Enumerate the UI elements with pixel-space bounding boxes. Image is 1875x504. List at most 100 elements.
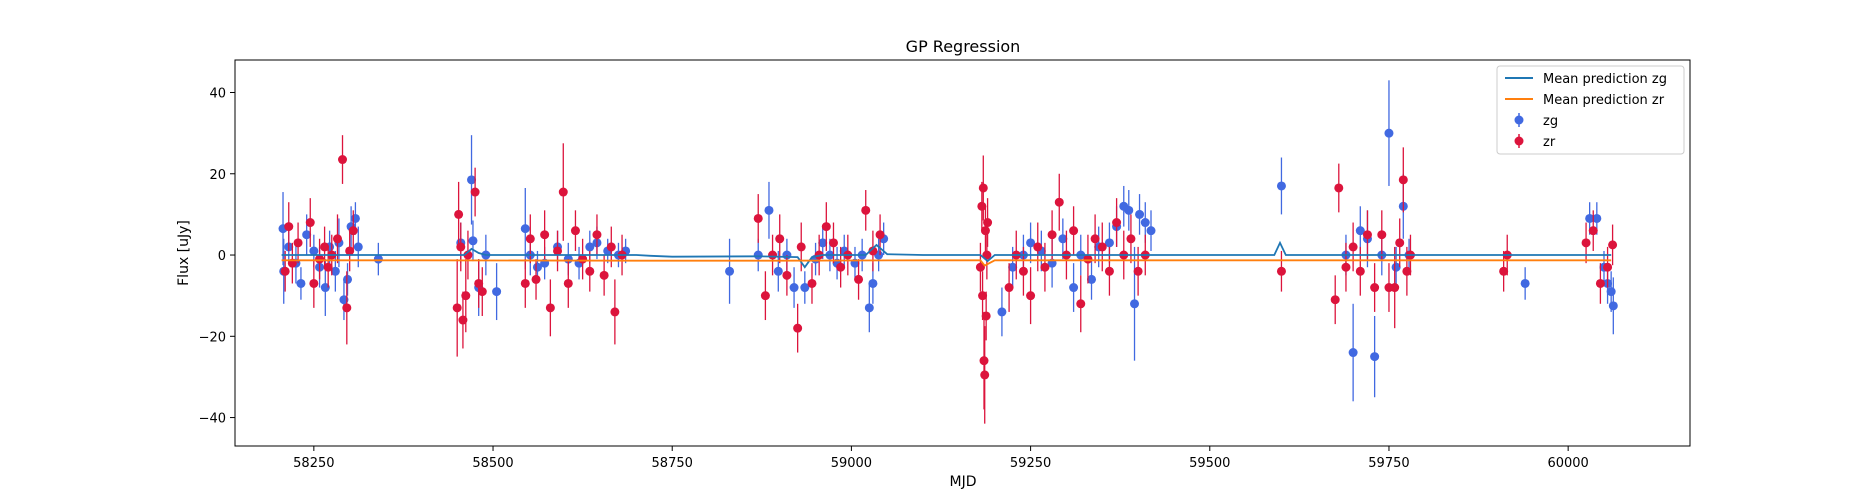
zg-data-point [1146, 226, 1156, 236]
zr-data-point [1104, 266, 1114, 276]
zg-data-point [725, 266, 735, 276]
y-tick-label: 0 [218, 249, 226, 264]
zr-data-point [1341, 262, 1351, 272]
zg-data-point [1069, 283, 1079, 293]
x-axis: 58250 58500 58750 59000 59250 59500 59750 60000 [293, 446, 1589, 471]
zr-data-point [474, 278, 484, 288]
zg-data-point [868, 278, 878, 288]
zr-data-point [978, 183, 988, 193]
zg-data-point [1348, 348, 1358, 358]
zg-data-point [302, 230, 312, 240]
zr-data-point [477, 287, 487, 297]
zr-data-point [1090, 234, 1100, 244]
zg-data-point [1087, 274, 1097, 284]
zr-data-point [338, 155, 348, 165]
zr-data-point [1595, 278, 1605, 288]
zr-data-point [456, 242, 466, 252]
zg-data-point [1520, 278, 1530, 288]
zr-data-point [578, 254, 588, 264]
zr-data-point [1097, 242, 1107, 252]
zg-data-point [350, 213, 360, 223]
x-axis-label: MJD [950, 474, 977, 490]
legend-swatch-zg-points [1514, 113, 1524, 127]
zr-data-point [570, 226, 580, 236]
zr-data-point [452, 303, 462, 313]
zr-data-point [606, 242, 616, 252]
zg-data-point [468, 236, 478, 246]
zg-data-point [1104, 238, 1114, 248]
zr-data-point [1588, 226, 1598, 236]
zr-data-point [861, 205, 871, 215]
zg-data-point [585, 242, 595, 252]
zr-data-point [828, 238, 838, 248]
x-tick-label: 58250 [293, 456, 334, 471]
zr-data-point [315, 254, 325, 264]
y-tick-label: −20 [199, 330, 226, 345]
zr-data-point [1040, 262, 1050, 272]
zr-data-point [775, 234, 785, 244]
zr-data-point [1499, 266, 1509, 276]
zr-data-point [793, 323, 803, 333]
zr-data-point [454, 209, 464, 219]
zr-data-point [1069, 226, 1079, 236]
zg-data-point [1585, 213, 1595, 223]
x-tick-label: 59500 [1189, 456, 1230, 471]
zr-data-point [610, 307, 620, 317]
zg-data-point [1592, 213, 1602, 223]
y-tick-label: 40 [209, 87, 226, 102]
zg-data-point [1384, 128, 1394, 138]
zr-data-point [323, 262, 333, 272]
zr-data-point [807, 278, 817, 288]
legend-swatch-zr-points [1514, 134, 1524, 148]
zr-data-point [1330, 295, 1340, 305]
zg-data-point [789, 283, 799, 293]
zr-data-point [461, 291, 471, 301]
zr-data-point [1377, 230, 1387, 240]
zr-data-point [345, 246, 355, 256]
zr-data-point [1603, 262, 1613, 272]
zr-data-point [553, 246, 563, 256]
legend-label-zg-line: Mean prediction zg [1543, 72, 1667, 87]
zg-data-point [1008, 262, 1018, 272]
legend-label-zg-points: zg [1543, 114, 1558, 129]
y-axis: −40 −20 0 20 40 [199, 87, 235, 427]
legend-box [1496, 65, 1685, 155]
zr-data-point [975, 262, 985, 272]
zg-data-point [1276, 181, 1286, 191]
zr-data-point [558, 187, 568, 197]
zr-data-point [977, 201, 987, 211]
zr-data-point [978, 291, 988, 301]
zg-data-point [800, 283, 810, 293]
x-tick-label: 58750 [652, 456, 693, 471]
x-tick-label: 58500 [472, 456, 513, 471]
zg-data-point [1370, 352, 1380, 362]
zr-data-point [599, 270, 609, 280]
y-axis-label: Flux [uJy] [176, 220, 192, 286]
zr-data-point [1398, 175, 1408, 185]
x-tick-label: 59750 [1368, 456, 1409, 471]
zr-data-point [782, 270, 792, 280]
zr-data-point [1348, 242, 1358, 252]
zr-data-point [1026, 291, 1036, 301]
series-line-mean-prediction-zg [281, 240, 1612, 269]
zr-data-point [540, 230, 550, 240]
zr-data-point [980, 370, 990, 380]
series-line-mean-prediction-zr [281, 259, 1612, 267]
zr-data-point [545, 303, 555, 313]
zr-data-point [836, 262, 846, 272]
zr-data-point [342, 303, 352, 313]
zr-data-point [1126, 234, 1136, 244]
zr-data-point [1370, 283, 1380, 293]
plot-area [278, 80, 1618, 424]
zg-data-point [492, 287, 502, 297]
zr-data-point [348, 226, 358, 236]
zg-data-point [1140, 218, 1150, 228]
x-tick-label: 60000 [1547, 456, 1588, 471]
zg-data-point [532, 262, 542, 272]
zr-data-point [284, 222, 294, 232]
zr-data-point [982, 250, 992, 260]
zr-data-point [293, 238, 303, 248]
zg-data-point [296, 278, 306, 288]
zr-data-point [1608, 240, 1618, 250]
